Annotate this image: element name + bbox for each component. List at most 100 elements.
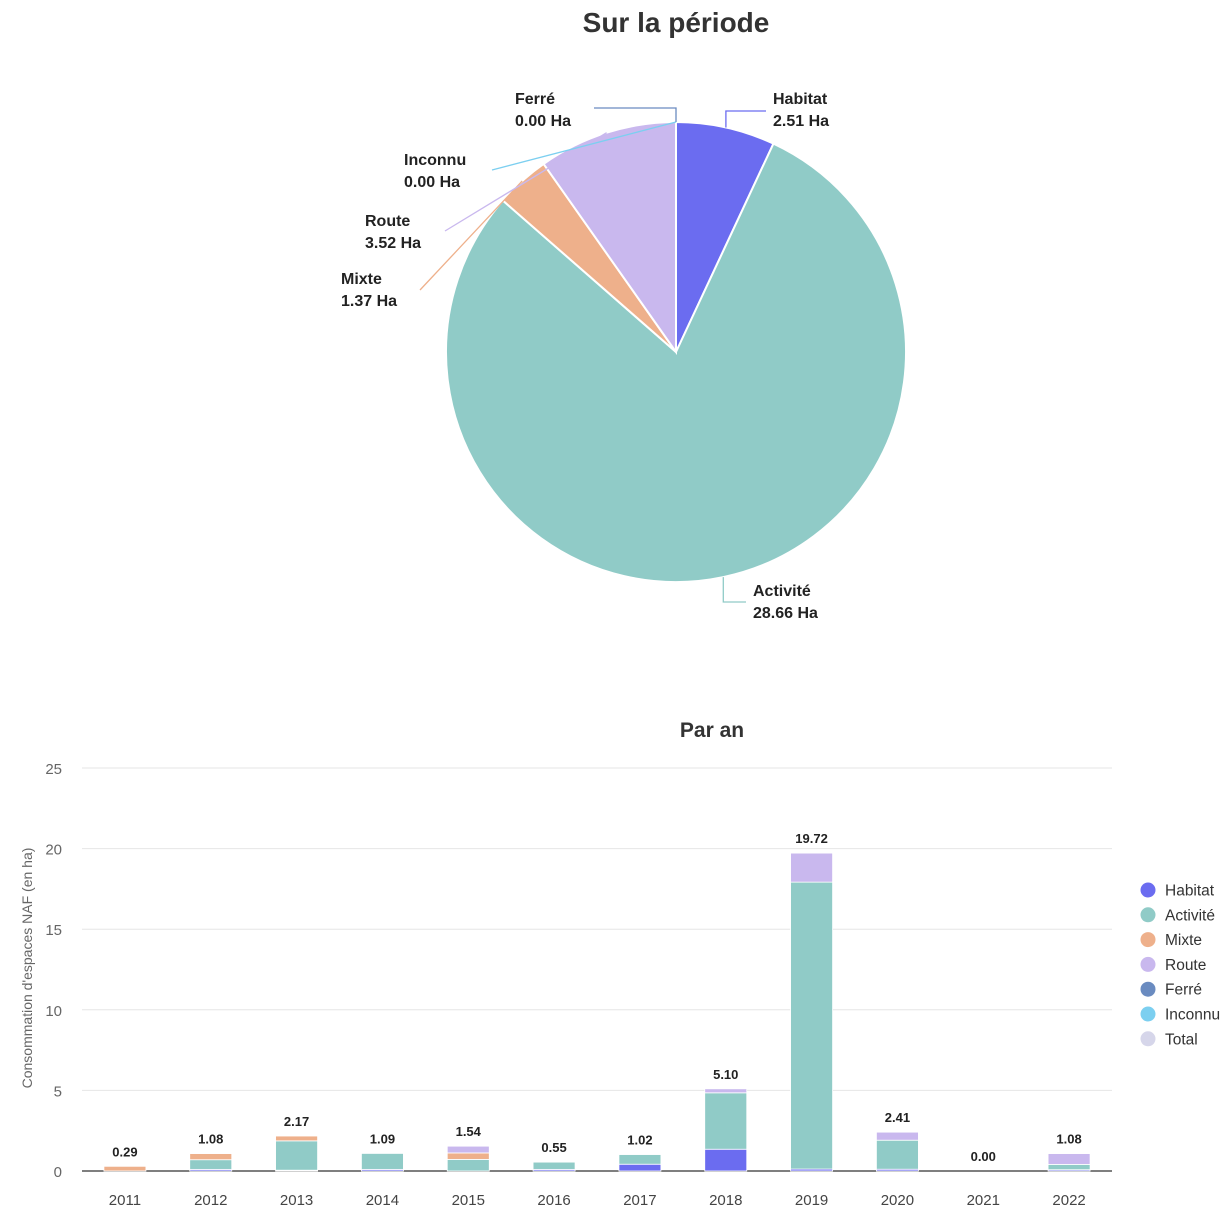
y-tick-label-20: 20 <box>45 842 62 859</box>
bar-2013-mixte[interactable] <box>275 1135 318 1142</box>
total-label-2013: 2.17 <box>284 1114 309 1129</box>
bar-2012-activite[interactable] <box>189 1159 233 1170</box>
y-tick-label-0: 0 <box>54 1164 62 1181</box>
bar-chart-x-ticks: 2011 2012 2013 2014 2015 2016 2017 2018 2019 2020… <box>109 1192 1086 1209</box>
x-tick-label-2016: 2016 <box>537 1192 570 1209</box>
y-tick-label-15: 15 <box>45 922 62 939</box>
legend-label-ferre[interactable]: Ferré <box>1165 982 1202 999</box>
pie-leader-lines <box>419 107 766 603</box>
pie-label-value-inconnu: 0.00 Ha <box>404 174 460 191</box>
total-label-2021: 0.00 <box>971 1149 996 1164</box>
legend-marker-mixte[interactable] <box>1140 932 1156 948</box>
pie-slices <box>445 120 907 583</box>
x-tick-label-2021: 2021 <box>967 1192 1000 1209</box>
total-label-2012: 1.08 <box>198 1132 223 1147</box>
x-tick-label-2018: 2018 <box>709 1192 742 1209</box>
bar-2020-route[interactable] <box>876 1131 919 1141</box>
pie-leader-activite <box>722 577 746 603</box>
bar-chart-y-ticks: 0 5 10 15 20 25 <box>45 761 62 1181</box>
total-label-2016: 0.55 <box>541 1140 566 1155</box>
x-tick-label-2022: 2022 <box>1052 1192 1085 1209</box>
pie-label-name-activite: Activité <box>753 583 811 600</box>
bar-2016-activite[interactable] <box>532 1161 576 1170</box>
total-label-2017: 1.02 <box>627 1133 652 1148</box>
bar-2020-activite[interactable] <box>876 1139 919 1170</box>
total-label-2022: 1.08 <box>1056 1132 1081 1147</box>
total-label-2014: 1.09 <box>370 1131 395 1146</box>
pie-label-name-habitat: Habitat <box>773 91 828 108</box>
pie-leader-habitat <box>725 110 766 128</box>
bar-chart-title: Par an <box>680 719 744 742</box>
total-label-2020: 2.41 <box>885 1110 910 1125</box>
bar-2018-route[interactable] <box>704 1088 748 1094</box>
bar-2022-activite[interactable] <box>1047 1163 1091 1171</box>
pie-label-value-ferre: 0.00 Ha <box>515 113 571 130</box>
pie-label-value-route: 3.52 Ha <box>365 235 421 252</box>
bar-2015-activite[interactable] <box>446 1158 490 1172</box>
x-tick-label-2019: 2019 <box>795 1192 828 1209</box>
legend-label-inconnu[interactable]: Inconnu <box>1165 1007 1220 1024</box>
total-label-2019: 19.72 <box>795 831 828 846</box>
pie-leader-ferre <box>594 107 677 122</box>
total-label-2018: 5.10 <box>713 1067 738 1082</box>
bar-2014-activite[interactable] <box>361 1153 404 1170</box>
legend-marker-activite[interactable] <box>1140 907 1156 923</box>
pie-label-name-inconnu: Inconnu <box>404 152 466 169</box>
bar-2018-habitat[interactable] <box>704 1148 748 1172</box>
legend-label-habitat[interactable]: Habitat <box>1165 883 1215 900</box>
legend-label-route[interactable]: Route <box>1165 957 1206 974</box>
x-tick-label-2013: 2013 <box>280 1192 313 1209</box>
x-tick-label-2017: 2017 <box>623 1192 656 1209</box>
pie-leader-route <box>444 132 607 232</box>
bar-chart-bars <box>103 852 1091 1172</box>
y-tick-label-10: 10 <box>45 1003 62 1020</box>
bar-chart-legend: Habitat Activité Mixte Route Ferré Inconnu Tot… <box>1140 882 1220 1048</box>
pie-labels: Habitat 2.51 Ha Activité 28.66 Ha Mixte 1.37 … <box>341 91 829 622</box>
legend-marker-ferre[interactable] <box>1140 981 1156 997</box>
legend-marker-route[interactable] <box>1140 956 1156 972</box>
bar-2017-activite[interactable] <box>618 1154 662 1165</box>
bar-2011-mixte[interactable] <box>103 1165 147 1172</box>
x-tick-label-2020: 2020 <box>881 1192 914 1209</box>
pie-chart: Sur la période Habitat 2.51 Ha Activité 28.… <box>341 7 907 622</box>
bar-2022-route[interactable] <box>1047 1153 1091 1165</box>
bar-chart-gridlines <box>82 767 1112 1172</box>
bar-chart-total-labels: 0.29 1.08 2.17 1.09 1.54 0.55 1.02 5.10 19.72 2.4… <box>112 831 1081 1164</box>
total-label-2011: 0.29 <box>112 1144 137 1159</box>
x-tick-label-2015: 2015 <box>452 1192 485 1209</box>
bar-chart: Par an Consommation d'espaces NAF (en ha… <box>19 719 1220 1209</box>
legend-label-total[interactable]: Total <box>1165 1031 1198 1048</box>
total-label-2015: 1.54 <box>456 1124 482 1139</box>
x-tick-label-2014: 2014 <box>366 1192 399 1209</box>
y-tick-label-5: 5 <box>54 1083 62 1100</box>
pie-label-name-ferre: Ferré <box>515 91 555 108</box>
bar-2019-route[interactable] <box>790 852 833 883</box>
bar-2015-route[interactable] <box>446 1145 490 1154</box>
bar-2017-habitat[interactable] <box>618 1163 662 1172</box>
bar-2013-activite[interactable] <box>275 1140 318 1171</box>
x-tick-label-2011: 2011 <box>109 1192 141 1209</box>
pie-label-name-route: Route <box>365 213 410 230</box>
pie-label-value-activite: 28.66 Ha <box>753 605 818 622</box>
pie-label-value-mixte: 1.37 Ha <box>341 293 397 310</box>
bar-2012-mixte[interactable] <box>189 1153 233 1161</box>
legend-marker-total[interactable] <box>1140 1031 1156 1047</box>
x-tick-label-2012: 2012 <box>194 1192 227 1209</box>
legend-marker-inconnu[interactable] <box>1140 1006 1156 1022</box>
legend-marker-habitat[interactable] <box>1140 882 1156 898</box>
bar-2015-mixte[interactable] <box>446 1152 490 1160</box>
pie-leader-mixte <box>419 180 523 291</box>
pie-label-value-habitat: 2.51 Ha <box>773 113 829 130</box>
pie-slice-activite[interactable] <box>445 142 907 583</box>
legend-label-mixte[interactable]: Mixte <box>1165 932 1202 949</box>
bar-2018-activite[interactable] <box>704 1092 748 1150</box>
legend-label-activite[interactable]: Activité <box>1165 907 1215 924</box>
pie-leader-inconnu <box>491 121 677 171</box>
pie-label-name-mixte: Mixte <box>341 271 382 288</box>
y-tick-label-25: 25 <box>45 761 62 778</box>
bar-2019-activite[interactable] <box>790 881 833 1170</box>
pie-chart-title: Sur la période <box>583 7 770 38</box>
bar-chart-y-axis-title: Consommation d'espaces NAF (en ha) <box>19 848 35 1089</box>
